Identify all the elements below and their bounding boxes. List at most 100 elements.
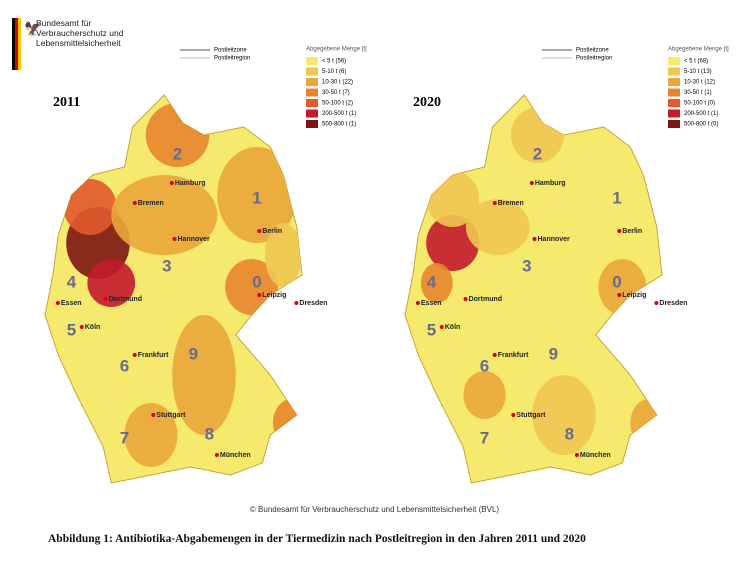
flag-black bbox=[12, 18, 15, 70]
flag-red bbox=[15, 18, 18, 70]
legend-swatch bbox=[306, 88, 318, 97]
zone-number: 1 bbox=[252, 188, 261, 207]
city-dot bbox=[169, 181, 174, 185]
city-label: Leipzig bbox=[622, 292, 646, 299]
city-dot bbox=[132, 353, 137, 357]
region bbox=[465, 199, 530, 255]
city-dot bbox=[132, 201, 137, 205]
city-dot bbox=[214, 453, 219, 457]
city-label: Hannover bbox=[178, 236, 211, 243]
zone-number: 8 bbox=[565, 424, 574, 443]
city-label: München bbox=[580, 452, 611, 459]
city-dot bbox=[294, 301, 299, 305]
city-label: Frankfurt bbox=[138, 352, 169, 359]
zone-number: 6 bbox=[480, 356, 489, 375]
region bbox=[264, 223, 303, 287]
legend-swatch bbox=[668, 99, 680, 107]
legend-title: Abgegebene Menge [t] bbox=[668, 47, 729, 53]
city-label: Dresden bbox=[659, 300, 687, 307]
line-legend-label: Postleitregion bbox=[214, 56, 250, 62]
zone-number: 3 bbox=[522, 256, 531, 275]
eagle: 🦅 bbox=[24, 20, 41, 38]
regions bbox=[420, 107, 663, 455]
agency-line: Verbraucherschutz und bbox=[36, 28, 124, 38]
legend-swatch bbox=[668, 67, 680, 76]
zone-number: 0 bbox=[252, 272, 261, 291]
legend-label: < 5 t (56) bbox=[322, 59, 346, 65]
zone-number: 3 bbox=[162, 256, 171, 275]
legend-swatch bbox=[668, 109, 680, 118]
region bbox=[124, 403, 178, 467]
city-label: Berlin bbox=[262, 228, 282, 235]
city-label: Hamburg bbox=[175, 180, 206, 187]
legend-label: 200-500 t (1) bbox=[322, 111, 356, 117]
legend-label: 5-10 t (13) bbox=[684, 69, 712, 75]
region bbox=[463, 371, 506, 419]
legend-label: 5-10 t (6) bbox=[322, 69, 346, 75]
city-label: Köln bbox=[85, 324, 101, 331]
zone-number: 6 bbox=[120, 356, 129, 375]
map-year: 2020 bbox=[413, 95, 441, 110]
agency-line: Lebensmittelsicherheit bbox=[36, 38, 121, 48]
map-year: 2011 bbox=[53, 95, 80, 110]
region bbox=[111, 175, 218, 255]
city-label: Dortmund bbox=[109, 296, 142, 303]
city-dot bbox=[439, 325, 444, 329]
region bbox=[630, 399, 663, 447]
line-legend-label: Postleitzone bbox=[576, 48, 609, 54]
legend-label: 30-50 t (7) bbox=[322, 90, 350, 96]
legend-swatch bbox=[306, 57, 318, 65]
city-dot bbox=[103, 297, 108, 301]
city-dot bbox=[79, 325, 84, 329]
legend-swatch bbox=[306, 120, 318, 128]
zone-number: 1 bbox=[612, 188, 621, 207]
city-dot bbox=[492, 201, 497, 205]
region bbox=[420, 263, 453, 303]
city-dot bbox=[532, 237, 537, 241]
zone-number: 5 bbox=[67, 320, 76, 339]
city-label: Leipzig bbox=[262, 292, 286, 299]
city-label: Köln bbox=[445, 324, 461, 331]
city-label: Dortmund bbox=[469, 296, 502, 303]
city-dot bbox=[55, 301, 60, 305]
city-label: Berlin bbox=[622, 228, 642, 235]
legend-label: 500-800 t (0) bbox=[684, 122, 718, 128]
legend-swatch bbox=[668, 120, 680, 128]
city-dot bbox=[151, 413, 156, 417]
legend-swatch bbox=[306, 109, 318, 118]
city-label: Frankfurt bbox=[498, 352, 529, 359]
city-dot bbox=[415, 301, 420, 305]
city-label: Bremen bbox=[138, 200, 164, 207]
zone-number: 4 bbox=[427, 272, 437, 291]
legend-swatch bbox=[668, 78, 680, 86]
zone-number: 2 bbox=[533, 144, 542, 163]
legend-swatch bbox=[306, 67, 318, 76]
city-dot bbox=[492, 353, 497, 357]
legend-label: 10-30 t (22) bbox=[322, 80, 353, 86]
city-dot bbox=[257, 293, 262, 297]
city-dot bbox=[257, 229, 262, 233]
city-label: Essen bbox=[421, 300, 442, 307]
city-dot bbox=[574, 453, 579, 457]
city-dot bbox=[529, 181, 534, 185]
legend-label: 200-500 t (1) bbox=[684, 111, 718, 117]
copyright: © Bundesamt für Verbraucherschutz und Le… bbox=[249, 505, 500, 514]
city-label: Stuttgart bbox=[156, 412, 186, 419]
city-label: Stuttgart bbox=[516, 412, 546, 419]
zone-number: 7 bbox=[480, 428, 489, 447]
region bbox=[172, 315, 236, 435]
legend-label: < 5 t (68) bbox=[684, 59, 708, 65]
region bbox=[532, 375, 596, 455]
line-legend-label: Postleitregion bbox=[576, 56, 612, 62]
city-dot bbox=[172, 237, 177, 241]
zone-number: 0 bbox=[612, 272, 621, 291]
zone-number: 7 bbox=[120, 428, 129, 447]
city-dot bbox=[617, 293, 622, 297]
city-dot bbox=[654, 301, 659, 305]
legend-swatch bbox=[668, 57, 680, 65]
city-dot bbox=[511, 413, 516, 417]
city-label: Hamburg bbox=[535, 180, 566, 187]
region bbox=[598, 259, 647, 315]
